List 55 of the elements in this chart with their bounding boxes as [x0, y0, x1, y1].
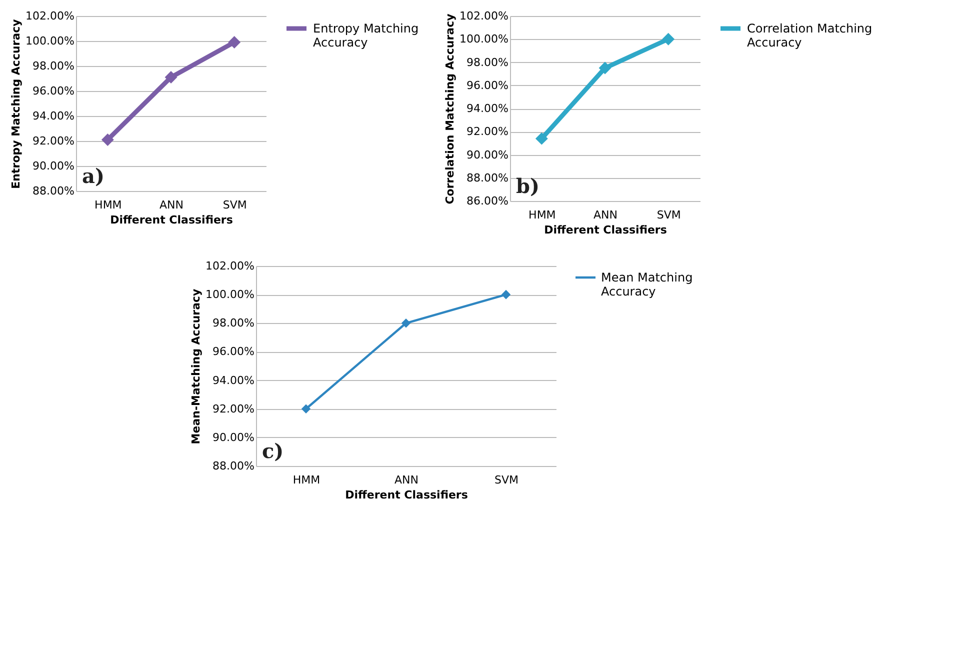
point: [598, 62, 612, 74]
x-axis-title: Different Classifiers: [110, 214, 234, 226]
y-axis-title: Mean-Matching Accuracy: [190, 288, 203, 444]
y-tick-label: 102.00%: [206, 260, 254, 272]
y-tick-label: 88.00%: [212, 460, 254, 472]
point: [164, 71, 178, 84]
x-tick-label: SVM: [656, 208, 681, 222]
y-tick-label: 94.00%: [212, 374, 254, 387]
y-tick-label: 86.00%: [466, 194, 508, 208]
y-tick-label: 98.00%: [32, 60, 74, 72]
y-tick-label: 102.00%: [460, 10, 508, 22]
y-tick-label: 88.00%: [466, 171, 508, 184]
point: [501, 290, 511, 300]
y-tick-label: 100.00%: [206, 288, 254, 302]
point: [401, 318, 411, 328]
annotation: c): [262, 439, 284, 463]
legend-label: Correlation Matching Accuracy: [747, 22, 872, 50]
annotation: b): [516, 174, 540, 198]
x-tick-label: ANN: [594, 208, 618, 222]
legend-label: Mean Matching Accuracy: [601, 270, 693, 298]
y-axis-title: Entropy Matching Accuracy: [10, 19, 23, 189]
y-tick-label: 98.00%: [212, 316, 254, 330]
x-tick-label: ANN: [160, 198, 184, 212]
y-tick-label: 102.00%: [26, 10, 74, 22]
y-tick-label: 94.00%: [466, 102, 508, 115]
y-tick-label: 96.00%: [32, 84, 74, 98]
y-tick-label: 92.00%: [466, 125, 508, 138]
annotation: a): [82, 164, 104, 188]
y-tick-label: 94.00%: [32, 110, 74, 122]
point: [662, 32, 675, 46]
point: [228, 36, 241, 48]
y-axis-title: Correlation Matching Accuracy: [444, 14, 457, 204]
y-tick-label: 100.00%: [460, 32, 508, 46]
legend-label: Entropy Matching Accuracy: [313, 22, 419, 50]
x-tick-label: SVM: [494, 474, 518, 486]
x-axis-title: Different Classifiers: [345, 488, 468, 502]
y-tick-label: 92.00%: [212, 402, 254, 416]
y-tick-label: 90.00%: [212, 430, 254, 444]
y-tick-label: 90.00%: [32, 160, 74, 172]
x-tick-label: HMM: [94, 198, 122, 212]
y-tick-label: 90.00%: [466, 148, 508, 162]
x-tick-label: ANN: [394, 474, 418, 486]
y-tick-label: 88.00%: [32, 184, 74, 198]
point: [535, 132, 548, 145]
point: [101, 134, 114, 146]
point: [301, 404, 311, 414]
x-tick-label: HMM: [528, 208, 556, 222]
x-axis-title: Different Classifiers: [544, 224, 668, 236]
y-tick-label: 98.00%: [466, 56, 508, 69]
y-tick-label: 96.00%: [466, 78, 508, 92]
y-tick-label: 96.00%: [212, 345, 254, 358]
y-tick-label: 100.00%: [26, 34, 74, 48]
x-tick-label: HMM: [292, 474, 320, 486]
y-tick-label: 92.00%: [32, 134, 74, 148]
x-tick-label: SVM: [222, 198, 247, 212]
